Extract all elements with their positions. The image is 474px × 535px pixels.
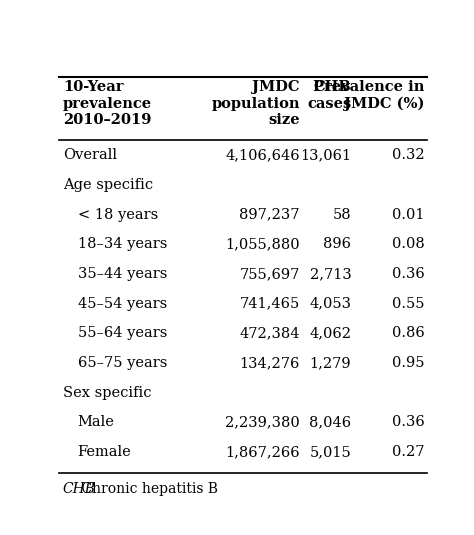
Text: 5,015: 5,015 [310,445,351,459]
Text: 755,697: 755,697 [239,267,300,281]
Text: 4,062: 4,062 [310,326,351,340]
Text: 2,239,380: 2,239,380 [225,415,300,429]
Text: 134,276: 134,276 [239,356,300,370]
Text: 1,279: 1,279 [310,356,351,370]
Text: Overall: Overall [63,148,117,162]
Text: 0.32: 0.32 [392,148,425,162]
Text: 896: 896 [323,237,351,251]
Text: 1,055,880: 1,055,880 [225,237,300,251]
Text: < 18 years: < 18 years [78,208,158,221]
Text: 58: 58 [333,208,351,221]
Text: Male: Male [78,415,115,429]
Text: 0.55: 0.55 [392,296,425,310]
Text: 2,713: 2,713 [310,267,351,281]
Text: 13,061: 13,061 [300,148,351,162]
Text: Prevalence in
JMDC (%): Prevalence in JMDC (%) [313,80,425,111]
Text: 741,465: 741,465 [240,296,300,310]
Text: Chronic hepatitis B: Chronic hepatitis B [77,483,218,496]
Text: 18–34 years: 18–34 years [78,237,167,251]
Text: 0.86: 0.86 [392,326,425,340]
Text: CHB
cases: CHB cases [307,80,351,111]
Text: Sex specific: Sex specific [63,386,151,400]
Text: 4,106,646: 4,106,646 [225,148,300,162]
Text: 10-Year
prevalence
2010–2019: 10-Year prevalence 2010–2019 [63,80,152,127]
Text: 45–54 years: 45–54 years [78,296,167,310]
Text: 35–44 years: 35–44 years [78,267,167,281]
Text: 0.27: 0.27 [392,445,425,459]
Text: JMDC
population
size: JMDC population size [211,80,300,127]
Text: 8,046: 8,046 [309,415,351,429]
Text: 1,867,266: 1,867,266 [225,445,300,459]
Text: CHB: CHB [63,483,96,496]
Text: 0.01: 0.01 [392,208,425,221]
Text: 55–64 years: 55–64 years [78,326,167,340]
Text: 0.08: 0.08 [392,237,425,251]
Text: 0.36: 0.36 [392,267,425,281]
Text: 0.95: 0.95 [392,356,425,370]
Text: 65–75 years: 65–75 years [78,356,167,370]
Text: 472,384: 472,384 [239,326,300,340]
Text: Age specific: Age specific [63,178,153,192]
Text: 897,237: 897,237 [239,208,300,221]
Text: 0.36: 0.36 [392,415,425,429]
Text: Female: Female [78,445,131,459]
Text: 4,053: 4,053 [310,296,351,310]
